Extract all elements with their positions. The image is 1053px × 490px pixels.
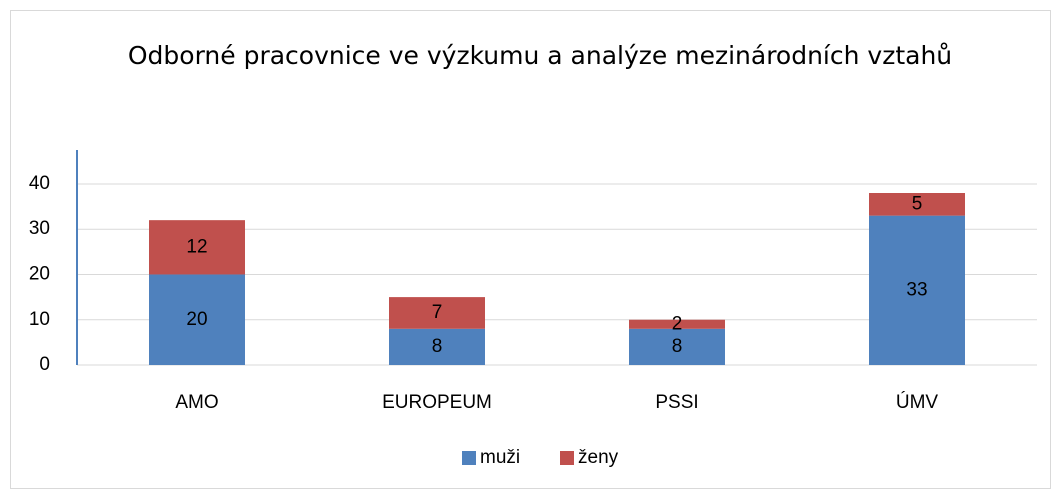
legend-swatch xyxy=(462,451,476,465)
data-label: 8 xyxy=(432,336,443,357)
x-tick-label: PSSI xyxy=(655,392,698,413)
x-tick-label: EUROPEUM xyxy=(382,392,492,413)
y-tick-label: 30 xyxy=(29,218,50,239)
bar-segment xyxy=(149,274,245,365)
bar-segment xyxy=(869,193,965,216)
y-tick-label: 10 xyxy=(29,309,50,330)
bar-segment xyxy=(149,220,245,275)
data-label: 7 xyxy=(432,302,443,323)
bar-segment xyxy=(389,328,485,365)
data-label: 2 xyxy=(672,313,683,334)
data-label: 5 xyxy=(912,193,923,214)
chart-border xyxy=(10,10,1051,489)
data-label: 12 xyxy=(186,236,207,257)
legend-label: ženy xyxy=(578,447,619,468)
y-tick-label: 0 xyxy=(39,354,50,375)
data-label: 33 xyxy=(906,279,927,300)
legend-swatch xyxy=(560,451,574,465)
bar-segment xyxy=(629,328,725,365)
x-tick-label: ÚMV xyxy=(896,391,939,413)
y-tick-label: 20 xyxy=(29,263,50,284)
data-label: 20 xyxy=(186,309,207,330)
bar-segment xyxy=(629,319,725,329)
legend-label: muži xyxy=(480,447,520,468)
bar-segment xyxy=(869,215,965,365)
chart-title: Odborné pracovnice ve výzkumu a analýze … xyxy=(127,41,953,70)
x-tick-label: AMO xyxy=(175,392,218,413)
y-tick-label: 40 xyxy=(29,173,50,194)
bar-segment xyxy=(389,297,485,329)
data-label: 8 xyxy=(672,336,683,357)
